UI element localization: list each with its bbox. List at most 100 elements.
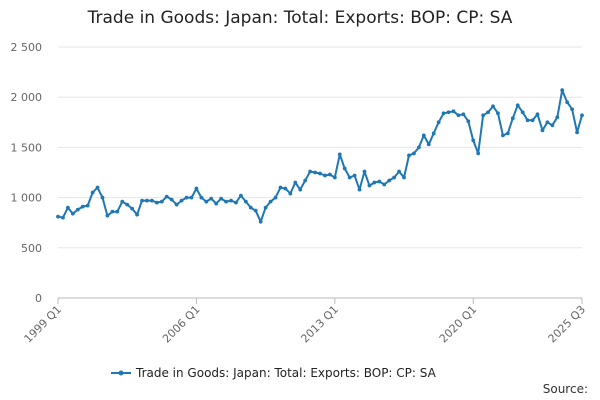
data-point[interactable] — [105, 213, 110, 218]
data-point[interactable] — [382, 182, 387, 187]
data-point[interactable] — [164, 194, 169, 199]
data-point[interactable] — [555, 115, 560, 120]
data-point[interactable] — [189, 195, 194, 200]
data-point[interactable] — [496, 111, 500, 116]
data-point[interactable] — [421, 133, 426, 138]
data-point[interactable] — [65, 205, 70, 210]
data-point[interactable] — [436, 120, 441, 125]
data-point[interactable] — [535, 112, 540, 117]
data-point[interactable] — [204, 199, 209, 204]
data-point[interactable] — [407, 153, 411, 158]
data-point[interactable] — [184, 195, 189, 200]
data-point[interactable] — [431, 131, 436, 136]
data-point[interactable] — [540, 128, 545, 133]
data-point[interactable] — [273, 195, 278, 200]
data-point[interactable] — [362, 169, 367, 174]
data-point[interactable] — [471, 138, 476, 143]
data-point[interactable] — [303, 178, 308, 183]
data-point[interactable] — [466, 119, 471, 124]
data-point[interactable] — [565, 100, 570, 105]
data-point[interactable] — [145, 198, 149, 203]
data-point[interactable] — [95, 185, 100, 190]
data-point[interactable] — [357, 187, 362, 192]
data-point[interactable] — [154, 200, 159, 205]
data-point[interactable] — [234, 200, 238, 205]
data-point[interactable] — [214, 201, 219, 206]
data-point[interactable] — [219, 196, 224, 201]
data-point[interactable] — [278, 185, 283, 190]
data-point[interactable] — [308, 169, 313, 174]
data-point[interactable] — [426, 142, 431, 147]
data-point[interactable] — [258, 219, 263, 224]
data-point[interactable] — [560, 88, 565, 93]
data-point[interactable] — [159, 199, 164, 204]
data-point[interactable] — [451, 109, 456, 114]
data-point[interactable] — [402, 175, 406, 180]
data-point[interactable] — [456, 113, 461, 118]
data-point[interactable] — [283, 186, 288, 191]
data-point[interactable] — [179, 198, 184, 203]
data-point[interactable] — [75, 207, 80, 212]
data-point[interactable] — [100, 195, 105, 200]
data-point[interactable] — [327, 172, 332, 177]
data-point[interactable] — [229, 198, 233, 203]
source-label[interactable]: Source: — [543, 382, 588, 396]
data-point[interactable] — [347, 175, 352, 180]
data-point[interactable] — [501, 133, 505, 138]
data-point[interactable] — [505, 131, 510, 136]
data-point[interactable] — [530, 118, 535, 123]
data-point[interactable] — [397, 169, 401, 174]
data-point[interactable] — [392, 175, 397, 180]
data-point[interactable] — [140, 198, 144, 203]
data-point[interactable] — [85, 203, 90, 208]
data-point[interactable] — [125, 202, 130, 207]
data-point[interactable] — [130, 206, 135, 211]
data-point[interactable] — [115, 209, 120, 214]
data-point[interactable] — [337, 152, 342, 157]
data-point[interactable] — [550, 123, 555, 128]
data-point[interactable] — [520, 110, 525, 115]
data-point[interactable] — [515, 103, 520, 108]
data-point[interactable] — [372, 180, 377, 185]
data-point[interactable] — [367, 183, 372, 188]
data-point[interactable] — [90, 190, 95, 195]
data-point[interactable] — [288, 191, 293, 196]
data-point[interactable] — [110, 209, 115, 214]
data-point[interactable] — [461, 112, 466, 117]
data-point[interactable] — [174, 202, 179, 207]
data-point[interactable] — [199, 195, 204, 200]
data-point[interactable] — [239, 193, 243, 198]
data-point[interactable] — [575, 130, 579, 135]
data-point[interactable] — [481, 113, 486, 118]
data-point[interactable] — [224, 199, 228, 204]
data-point[interactable] — [570, 107, 575, 112]
data-point[interactable] — [248, 205, 253, 210]
data-point[interactable] — [491, 104, 495, 109]
data-point[interactable] — [268, 199, 273, 204]
data-point[interactable] — [352, 173, 357, 178]
data-point[interactable] — [313, 170, 317, 175]
data-point[interactable] — [169, 197, 174, 202]
data-point[interactable] — [298, 187, 303, 192]
data-point[interactable] — [441, 111, 446, 116]
data-point[interactable] — [342, 166, 347, 171]
data-point[interactable] — [412, 151, 416, 156]
data-point[interactable] — [194, 186, 199, 191]
data-point[interactable] — [318, 171, 322, 176]
data-point[interactable] — [323, 173, 327, 178]
data-point[interactable] — [80, 204, 85, 209]
data-point[interactable] — [120, 199, 125, 204]
data-point[interactable] — [332, 175, 337, 180]
data-point[interactable] — [150, 198, 154, 203]
legend[interactable]: Trade in Goods: Japan: Total: Exports: B… — [111, 366, 437, 380]
data-point[interactable] — [253, 208, 258, 213]
data-point[interactable] — [70, 211, 75, 216]
data-point[interactable] — [446, 110, 451, 115]
data-point[interactable] — [510, 116, 515, 121]
data-point[interactable] — [135, 212, 139, 217]
data-point[interactable] — [416, 145, 421, 150]
data-point[interactable] — [387, 178, 392, 183]
data-point[interactable] — [61, 215, 65, 220]
data-point[interactable] — [243, 199, 248, 204]
data-point[interactable] — [476, 151, 481, 156]
